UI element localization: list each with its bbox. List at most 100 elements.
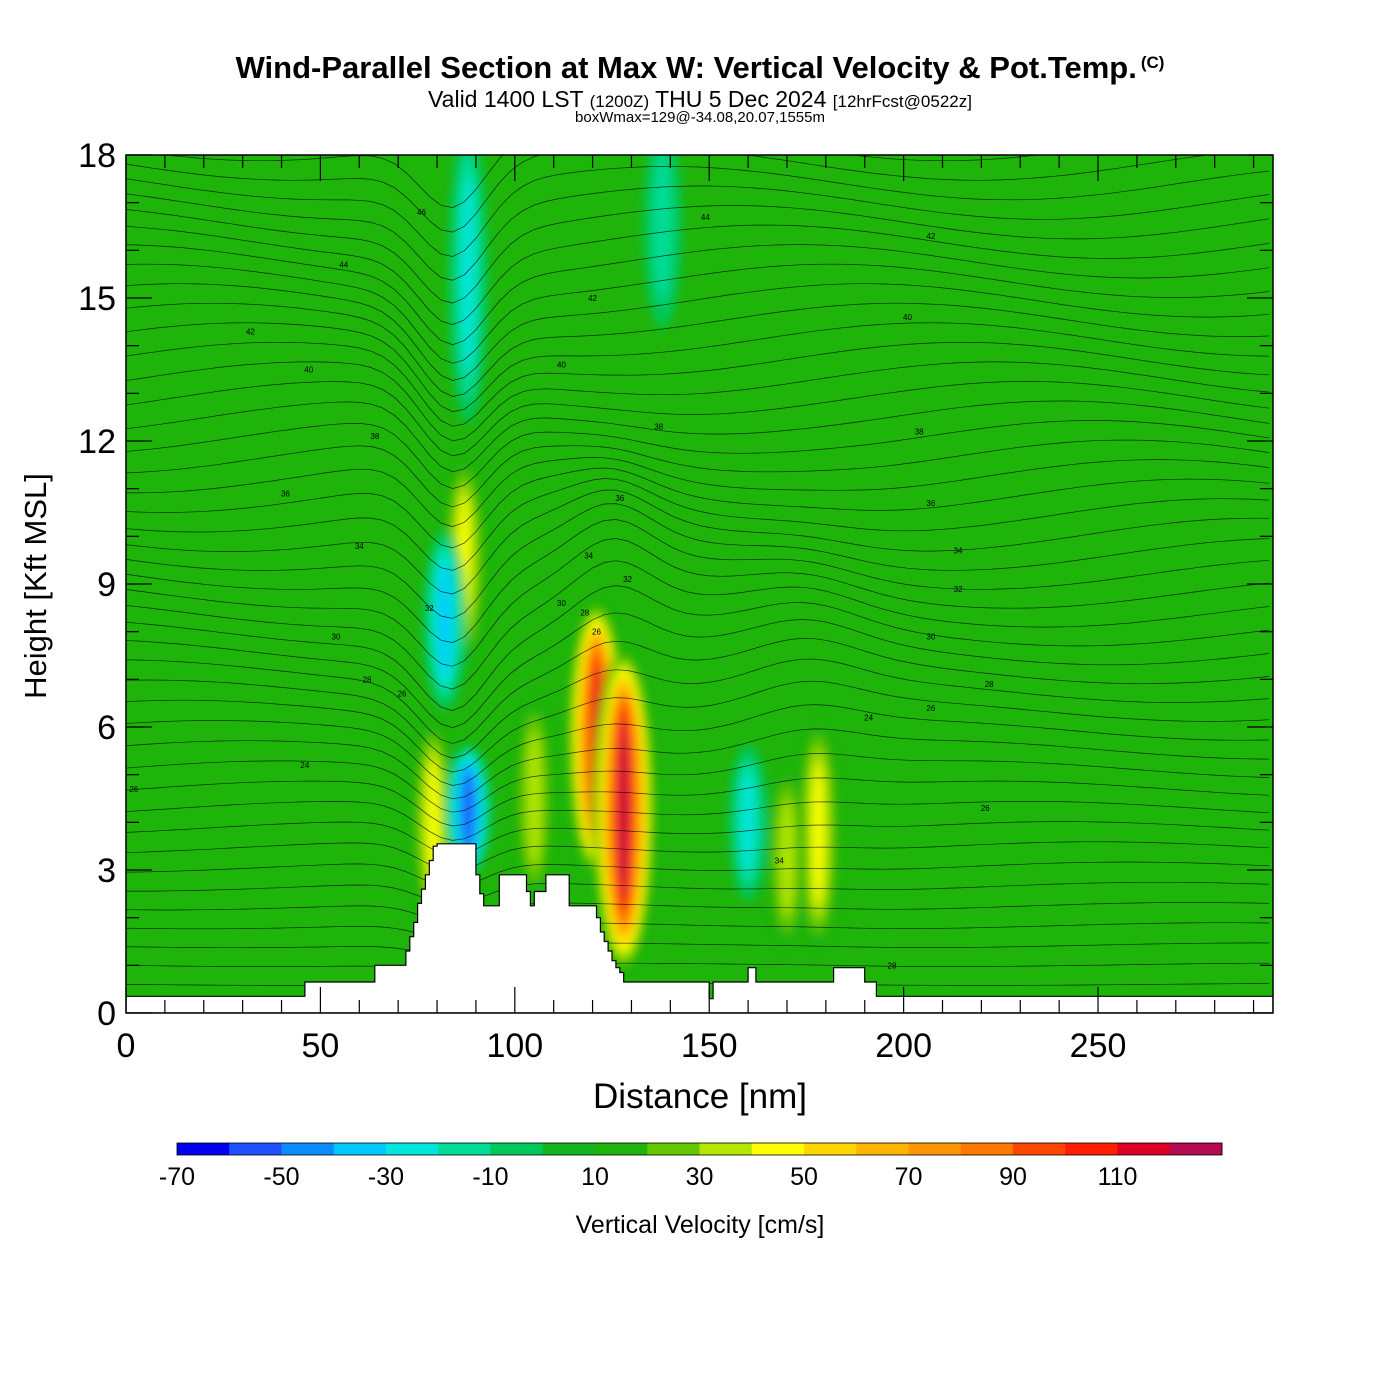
colorbar-segment bbox=[1065, 1143, 1118, 1155]
isentrope bbox=[126, 585, 1270, 711]
isentrope bbox=[126, 420, 1270, 489]
theta-contour-label: 34 bbox=[954, 547, 963, 556]
isentrope bbox=[126, 244, 1270, 346]
isentrope bbox=[126, 753, 1270, 813]
colorbar-segment bbox=[751, 1143, 805, 1155]
colorbar-label: Vertical Velocity [cm/s] bbox=[576, 1211, 825, 1239]
downdraft-core bbox=[652, 155, 673, 303]
downdraft-core bbox=[461, 174, 475, 374]
theta-contour-label: 26 bbox=[926, 704, 935, 713]
theta-contour-label: 30 bbox=[332, 632, 341, 641]
theta-contour-label: 26 bbox=[129, 785, 138, 794]
colorbar: -70 -50 -30 -10 10 30 50 70 90 110 bbox=[159, 1142, 1223, 1191]
isentrope bbox=[126, 560, 1270, 690]
isentrope bbox=[126, 861, 1270, 888]
x-tick-label: 100 bbox=[486, 1027, 543, 1065]
colorbar-segment bbox=[386, 1143, 439, 1155]
theta-contour-label: 44 bbox=[701, 213, 710, 222]
theta-contour-label: 32 bbox=[954, 585, 963, 594]
colorbar-tick-label: -50 bbox=[263, 1163, 299, 1191]
isentrope bbox=[126, 638, 1270, 744]
theta-contour-label: 34 bbox=[584, 551, 593, 560]
updraft-core bbox=[812, 763, 824, 906]
theta-contour-label: 36 bbox=[615, 494, 624, 503]
theta-contour-label: 46 bbox=[417, 208, 426, 217]
isentrope bbox=[126, 519, 1270, 643]
isentrope bbox=[126, 322, 1270, 413]
theta-contour-label: 36 bbox=[926, 499, 935, 508]
isentrope bbox=[126, 658, 1270, 759]
x-tick-label: 200 bbox=[875, 1027, 932, 1065]
isentrope bbox=[126, 728, 1270, 800]
y-tick-label: 0 bbox=[97, 995, 116, 1033]
isentrope bbox=[126, 538, 1270, 667]
theta-contour-label: 26 bbox=[398, 690, 407, 699]
colorbar-segment bbox=[908, 1143, 962, 1155]
y-tick-label: 15 bbox=[78, 280, 116, 318]
colorbar-segment bbox=[647, 1143, 700, 1155]
isentrope bbox=[126, 185, 1270, 281]
colorbar-tick-label: -10 bbox=[472, 1163, 508, 1191]
colorbar-segment bbox=[490, 1143, 544, 1155]
updraft-core bbox=[780, 798, 794, 918]
theta-contour-label: 24 bbox=[300, 761, 309, 770]
isentrope bbox=[126, 922, 1270, 940]
colorbar-tick-label: 110 bbox=[1098, 1163, 1138, 1191]
downdraft-core bbox=[464, 772, 473, 849]
x-tick-label: 0 bbox=[117, 1027, 136, 1065]
theta-contour-label: 44 bbox=[339, 261, 348, 270]
theta-contour-label: 42 bbox=[246, 327, 255, 336]
vertical-velocity-field bbox=[411, 155, 840, 972]
colorbar-segment bbox=[595, 1143, 648, 1155]
isentrope bbox=[126, 942, 1270, 957]
y-tick-label: 6 bbox=[97, 709, 116, 747]
colorbar-segment bbox=[542, 1143, 596, 1155]
colorbar-segment bbox=[333, 1143, 387, 1155]
utc-time: (1200Z) bbox=[589, 92, 650, 111]
forecast-info: [12hrFcst@0522z] bbox=[832, 92, 972, 111]
isentrope bbox=[126, 457, 1270, 527]
colorbar-tick-label: 70 bbox=[895, 1163, 923, 1191]
chart-subtitle: Valid 1400 LST (1200Z) THU 5 Dec 2024 [1… bbox=[0, 86, 1400, 113]
colorbar-segment bbox=[281, 1143, 335, 1155]
x-tick-label: 150 bbox=[681, 1027, 738, 1065]
isentrope bbox=[126, 400, 1270, 473]
downdraft-core bbox=[439, 563, 451, 676]
colorbar-segment bbox=[1013, 1143, 1066, 1155]
theta-contour-label: 24 bbox=[864, 713, 873, 722]
theta-contour-label: 40 bbox=[557, 361, 566, 370]
y-tick-label: 12 bbox=[78, 423, 116, 461]
theta-contour-label: 28 bbox=[985, 680, 994, 689]
theta-contour-label: 28 bbox=[888, 961, 897, 970]
plot-area: 2624262830323436384042444630282632343638… bbox=[18, 137, 1274, 1116]
colorbar-segment bbox=[856, 1143, 909, 1155]
valid-date: THU 5 Dec 2024 bbox=[655, 86, 827, 112]
x-axis-label: Distance [nm] bbox=[593, 1077, 807, 1116]
theta-contour-label: 30 bbox=[557, 599, 566, 608]
colorbar-tick-label: 90 bbox=[999, 1163, 1027, 1191]
isentrope bbox=[126, 381, 1270, 457]
y-tick-label: 18 bbox=[78, 137, 116, 175]
theta-contour-label: 32 bbox=[623, 575, 632, 584]
colorbar-frame bbox=[176, 1142, 1223, 1156]
isentrope bbox=[126, 777, 1270, 827]
theta-contour-label: 28 bbox=[363, 675, 372, 684]
isentrope bbox=[126, 263, 1270, 364]
isentrope bbox=[126, 489, 1270, 595]
colorbar-tick-label: -70 bbox=[159, 1163, 195, 1191]
x-axis: 0 50 100 150 200 250 bbox=[117, 155, 1255, 1065]
isentrope bbox=[126, 205, 1270, 304]
theta-contour-label: 32 bbox=[425, 604, 434, 613]
colorbar-tick-label: 30 bbox=[686, 1163, 714, 1191]
isentrope bbox=[126, 155, 1210, 233]
terrain bbox=[126, 843, 1273, 1013]
theta-contour-label: 30 bbox=[926, 632, 935, 641]
isentrope bbox=[126, 881, 1270, 905]
isentrope bbox=[126, 612, 1270, 728]
theta-contour-label: 38 bbox=[370, 432, 379, 441]
colorbar-segment bbox=[804, 1143, 857, 1155]
isentrope bbox=[126, 821, 1270, 856]
colorbar-segment bbox=[229, 1143, 282, 1155]
